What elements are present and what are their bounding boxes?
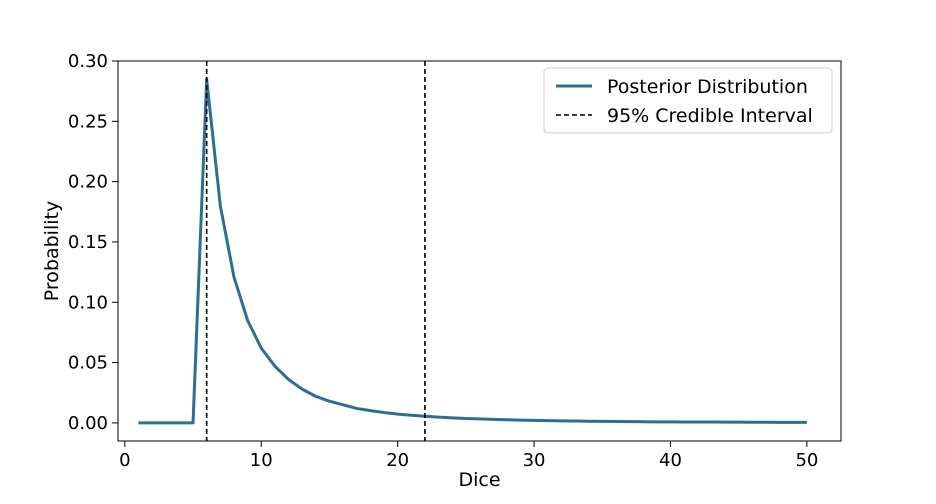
x-tick-label: 30 <box>523 450 546 471</box>
series-line-posterior <box>138 77 807 425</box>
y-tick-label: 0.10 <box>68 292 108 313</box>
y-axis-label: Probability <box>41 201 63 301</box>
legend-box <box>543 67 833 134</box>
y-axis-ticks: 0.00 0.05 0.10 0.15 0.20 0.25 0.30 <box>68 51 118 434</box>
y-tick-label: 0.00 <box>68 413 108 434</box>
y-tick-label: 0.20 <box>68 172 108 193</box>
legend-label-2: 95% Credible Interval <box>607 105 813 127</box>
x-axis-ticks: 0 10 20 30 40 50 <box>119 441 818 471</box>
x-tick-label: 50 <box>795 450 818 471</box>
legend-label-1: Posterior Distribution <box>607 76 808 98</box>
y-tick-label: 0.30 <box>68 51 108 72</box>
y-tick-label: 0.15 <box>68 232 108 253</box>
plot-area <box>138 61 807 441</box>
x-tick-label: 40 <box>659 450 682 471</box>
legend: Posterior Distribution 95% Credible Inter… <box>543 67 833 134</box>
x-tick-label: 10 <box>250 450 273 471</box>
axes-frame <box>117 60 842 442</box>
y-tick-label: 0.25 <box>68 111 108 132</box>
x-tick-label: 20 <box>386 450 409 471</box>
y-tick-label: 0.05 <box>68 353 108 374</box>
x-axis-label: Dice <box>458 469 500 491</box>
x-tick-label: 0 <box>119 450 130 471</box>
